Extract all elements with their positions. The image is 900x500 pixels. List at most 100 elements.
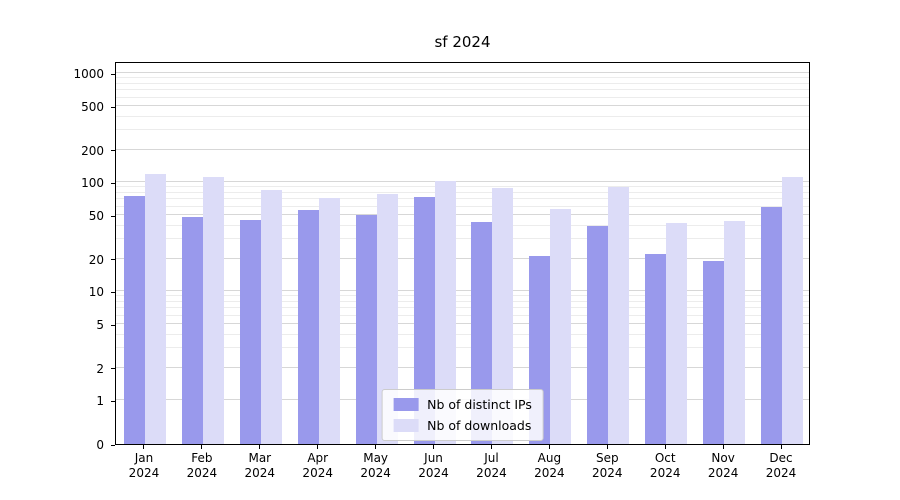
y-tick-mark (111, 73, 115, 75)
gridline-minor (116, 333, 809, 335)
bar-distinct-ips-mar (239, 220, 261, 444)
x-tick-label: Feb 2024 (186, 451, 218, 480)
legend: Nb of distinct IPs Nb of downloads (381, 389, 544, 441)
x-tick-label: Sep 2024 (592, 451, 623, 480)
x-tick-label: Mar 2024 (244, 451, 276, 480)
legend-item-downloads: Nb of downloads (393, 418, 532, 433)
x-tick-mark (201, 445, 203, 449)
y-tick-label: 200 (81, 143, 104, 158)
y-tick-mark (111, 150, 115, 152)
x-tick-mark (606, 445, 608, 449)
gridline-minor (116, 300, 809, 302)
bar-distinct-ips-jul (471, 222, 493, 444)
bar-downloads-apr (318, 197, 340, 444)
bar-downloads-nov (724, 221, 746, 444)
gridline-major (116, 257, 809, 259)
gridline-major (116, 290, 809, 292)
gridline-minor (116, 205, 809, 207)
y-tick-label: 500 (81, 100, 104, 115)
gridline-minor (116, 224, 809, 226)
x-tick-mark (259, 445, 261, 449)
bar-distinct-ips-jun (413, 197, 435, 444)
bar-downloads-dec (782, 177, 804, 444)
bar-downloads-jun (434, 181, 456, 444)
gridline-minor (116, 77, 809, 79)
y-tick-label: 1000 (73, 67, 104, 82)
x-tick-label: Apr 2024 (302, 451, 333, 480)
x-tick-mark (722, 445, 724, 449)
gridline-major (116, 148, 809, 150)
x-tick-mark (143, 445, 145, 449)
y-tick-label: 2 (96, 361, 104, 376)
gridline-minor (116, 96, 809, 98)
y-axis-labels: 0 1 2 5 10 20 50 100 200 500 1000 (0, 62, 104, 452)
gridline-minor (116, 347, 809, 349)
bar-downloads-jan (144, 173, 166, 444)
y-tick-mark (111, 368, 115, 370)
y-tick-mark (111, 106, 115, 108)
bar-distinct-ips-jan (123, 196, 145, 444)
gridline-minor (116, 115, 809, 117)
x-tick-mark (433, 445, 435, 449)
gridline-minor (116, 198, 809, 200)
y-tick-mark (111, 400, 115, 402)
x-tick-mark (375, 445, 377, 449)
y-tick-label: 20 (88, 252, 104, 267)
bar-distinct-ips-sep (587, 225, 609, 444)
legend-label-downloads: Nb of downloads (427, 418, 532, 433)
gridline-minor (116, 191, 809, 193)
y-tick-mark (111, 215, 115, 217)
bar-downloads-jul (492, 188, 514, 444)
gridline-minor (116, 307, 809, 309)
gridline-minor (116, 89, 809, 91)
x-tick-label: Oct 2024 (649, 451, 681, 480)
y-tick-mark (111, 324, 115, 326)
gridline-minor (116, 82, 809, 84)
gridline-minor (116, 314, 809, 316)
y-tick-label: 50 (88, 209, 104, 224)
bar-distinct-ips-feb (181, 217, 203, 444)
y-tick-label: 5 (96, 318, 104, 333)
x-tick-mark (664, 445, 666, 449)
bar-distinct-ips-apr (297, 209, 319, 444)
plot-area: Nb of distinct IPs Nb of downloads (115, 62, 810, 445)
y-tick-mark (111, 444, 115, 446)
gridline-major (116, 181, 809, 183)
y-tick-mark (111, 291, 115, 293)
bar-distinct-ips-dec (761, 206, 783, 444)
y-tick-label: 100 (81, 176, 104, 191)
bar-downloads-oct (666, 223, 688, 444)
bar-downloads-feb (202, 177, 224, 444)
legend-swatch-distinct-ips-icon (393, 398, 419, 411)
bar-distinct-ips-may (355, 215, 377, 444)
y-tick-label: 1 (96, 394, 104, 409)
x-tick-mark (548, 445, 550, 449)
legend-swatch-downloads-icon (393, 419, 419, 432)
bar-downloads-mar (260, 190, 282, 444)
bar-downloads-may (376, 194, 398, 444)
x-tick-mark (317, 445, 319, 449)
x-tick-label: Jun 2024 (418, 451, 449, 480)
gridline-major (116, 323, 809, 325)
y-tick-label: 0 (96, 438, 104, 452)
gridline-major (116, 72, 809, 74)
bar-distinct-ips-oct (645, 254, 667, 444)
legend-item-distinct-ips: Nb of distinct IPs (393, 397, 532, 412)
y-tick-mark (111, 182, 115, 184)
chart-title: sf 2024 (434, 33, 491, 51)
x-tick-label: Jan 2024 (128, 451, 160, 480)
x-tick-mark (490, 445, 492, 449)
bar-downloads-aug (550, 209, 572, 444)
y-tick-mark (111, 259, 115, 261)
x-tick-label: Nov 2024 (707, 451, 739, 480)
gridline-minor (116, 295, 809, 297)
gridline-minor (116, 238, 809, 240)
gridline-major (116, 366, 809, 368)
gridline-minor (116, 129, 809, 131)
bar-distinct-ips-nov (703, 261, 725, 444)
gridline-minor (116, 186, 809, 188)
gridline-major (116, 214, 809, 216)
y-tick-label: 10 (88, 285, 104, 300)
legend-label-distinct-ips: Nb of distinct IPs (427, 397, 532, 412)
